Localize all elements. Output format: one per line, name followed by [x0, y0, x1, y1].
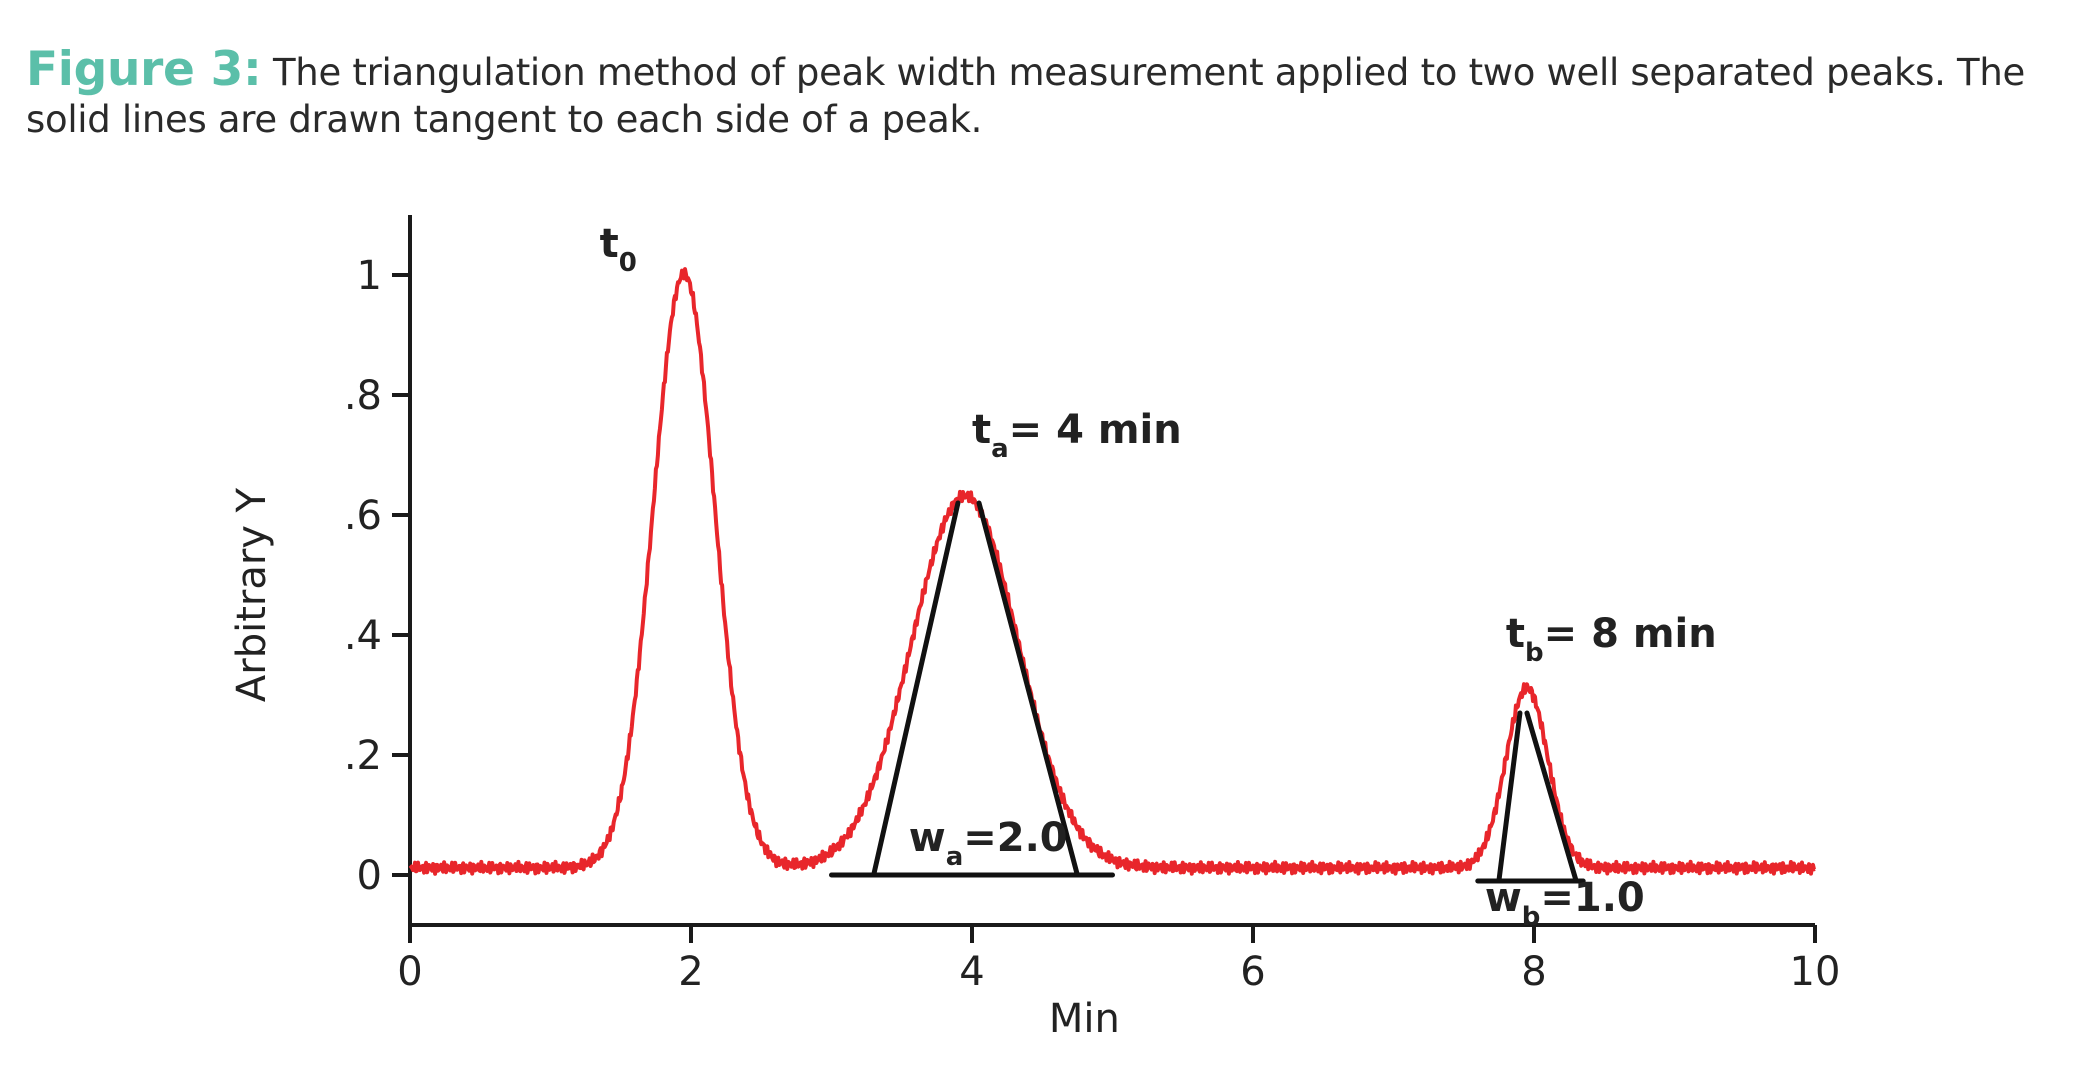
ta-label-text: = 4 min: [1009, 407, 1182, 453]
signal-group: [408, 267, 1816, 876]
t0-label-main: t: [600, 221, 619, 267]
caption-text: The triangulation method of peak width m…: [26, 51, 2025, 141]
x-tick-label: 2: [678, 949, 703, 995]
wa-label: wa=2.0: [909, 815, 1068, 872]
tangent-group: [829, 500, 1586, 884]
tb-label: tb= 8 min: [1506, 611, 1717, 668]
ta-label-subscript: a: [991, 434, 1009, 464]
wa-label-text: =2.0: [963, 815, 1067, 861]
wa-label-subscript: a: [946, 842, 964, 872]
y-tick-label: 1: [357, 253, 382, 299]
x-tick-label: 10: [1790, 949, 1841, 995]
t0-label: t0: [600, 221, 637, 278]
y-tick-label: .8: [344, 373, 382, 419]
peak-a-left-tangent: [871, 500, 961, 878]
x-tick-label: 4: [959, 949, 984, 995]
wa-label-main: w: [909, 815, 946, 861]
wb-label-main: w: [1485, 875, 1522, 921]
ta-label-main: t: [972, 407, 991, 453]
y-tick-label: .2: [344, 733, 382, 779]
wb-label-subscript: b: [1522, 902, 1541, 932]
peak-b-left-tangent: [1496, 710, 1523, 884]
tb-label-subscript: b: [1525, 638, 1544, 668]
x-tick-label: 8: [1521, 949, 1546, 995]
y-tick-label: 0: [357, 853, 382, 899]
t0-label-subscript: 0: [619, 248, 637, 278]
wb-label-text: =1.0: [1540, 875, 1644, 921]
tb-label-text: = 8 min: [1544, 611, 1717, 657]
x-axis-title: Min: [1049, 996, 1120, 1042]
tb-label-main: t: [1506, 611, 1525, 657]
wb-label: wb=1.0: [1485, 875, 1645, 932]
caption-lead: Figure 3:: [26, 42, 262, 97]
y-tick-label: .6: [344, 493, 382, 539]
x-tick-label: 0: [397, 949, 422, 995]
figure-caption: Figure 3: The triangulation method of pe…: [26, 46, 2066, 143]
y-tick-label: .4: [344, 613, 382, 659]
signal-line: [408, 267, 1816, 876]
peak-b-right-tangent: [1524, 710, 1579, 884]
peak-a-right-tangent: [976, 500, 1080, 878]
y-axis-title: Arbitrary Y: [229, 487, 275, 702]
x-tick-label: 6: [1240, 949, 1265, 995]
ta-label: ta= 4 min: [972, 407, 1182, 464]
